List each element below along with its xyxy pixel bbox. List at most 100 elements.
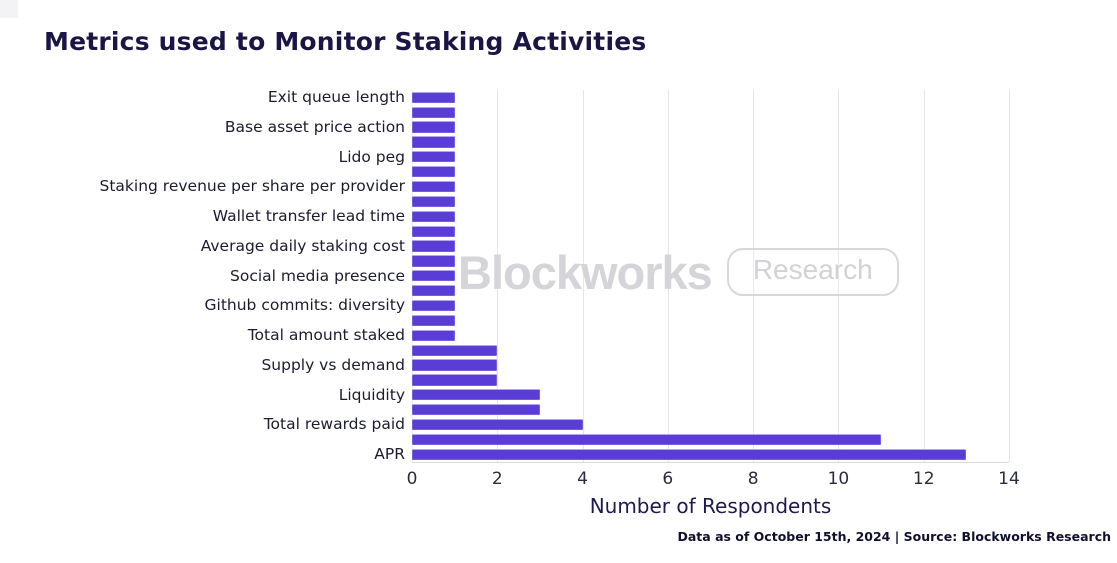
bar-row bbox=[0, 343, 1009, 358]
category-label: Supply vs demand bbox=[261, 355, 405, 374]
bar-row: Staking revenue per share per provider bbox=[0, 179, 1009, 194]
bar bbox=[412, 329, 455, 341]
bar-row bbox=[0, 224, 1009, 239]
bar-track bbox=[412, 120, 1009, 135]
bar-row: Total amount staked bbox=[0, 326, 1009, 344]
bar-row: Liquidity bbox=[0, 387, 1009, 403]
category-label: Base asset price action bbox=[224, 117, 405, 136]
bar bbox=[412, 210, 455, 222]
bar bbox=[412, 404, 540, 416]
bar-track bbox=[412, 313, 1009, 328]
bar bbox=[412, 240, 455, 252]
bar-row bbox=[0, 105, 1009, 120]
bar bbox=[412, 433, 882, 446]
gridline-2 bbox=[497, 90, 499, 462]
bar bbox=[412, 106, 455, 118]
bar-row: Average daily staking cost bbox=[0, 236, 1009, 255]
x-tick-8: 8 bbox=[747, 469, 759, 489]
bar-track bbox=[412, 224, 1009, 239]
bar-row bbox=[0, 283, 1009, 298]
bar-row bbox=[0, 373, 1009, 388]
bar-row bbox=[0, 402, 1009, 417]
bar bbox=[412, 121, 455, 133]
gridline-14 bbox=[1009, 90, 1010, 462]
bar bbox=[412, 389, 540, 401]
x-tick-0: 0 bbox=[406, 469, 418, 489]
bar-track bbox=[412, 194, 1009, 209]
x-tick-6: 6 bbox=[662, 469, 674, 489]
bar bbox=[412, 255, 455, 267]
bar bbox=[412, 418, 583, 431]
bar-row bbox=[0, 313, 1009, 328]
x-tick-labels: 0 2 4 6 8 10 12 14 bbox=[0, 468, 1117, 490]
chart-title: Metrics used to Monitor Staking Activiti… bbox=[44, 27, 647, 56]
bar bbox=[412, 285, 455, 297]
source-note: Data as of October 15th, 2024 | Source: … bbox=[677, 529, 1112, 544]
bar-track bbox=[412, 239, 1009, 254]
bar-row: APR bbox=[0, 445, 1009, 463]
bar-track bbox=[412, 417, 1009, 432]
category-label: Exit queue length bbox=[267, 88, 405, 106]
bar-track bbox=[412, 254, 1009, 269]
bar-track bbox=[412, 283, 1009, 298]
bar bbox=[412, 225, 455, 237]
category-label: Lido peg bbox=[338, 147, 405, 166]
x-tick-2: 2 bbox=[491, 469, 503, 489]
x-tick-10: 10 bbox=[827, 469, 850, 489]
bar bbox=[412, 374, 498, 386]
x-tick-12: 12 bbox=[912, 469, 935, 489]
bar-track bbox=[412, 432, 1009, 447]
bar-track bbox=[412, 447, 1009, 462]
category-label: Total rewards paid bbox=[263, 415, 405, 434]
category-label: APR bbox=[374, 445, 405, 463]
bar bbox=[412, 166, 455, 178]
bar-track bbox=[412, 388, 1009, 403]
corner-artifact bbox=[0, 0, 18, 18]
bar-track bbox=[412, 358, 1009, 373]
bar-row bbox=[0, 432, 1009, 447]
bar-row bbox=[0, 135, 1009, 150]
bar-track bbox=[412, 150, 1009, 165]
bar-track bbox=[412, 90, 1009, 105]
category-label: Average daily staking cost bbox=[200, 236, 405, 255]
category-label: Total amount staked bbox=[247, 326, 405, 344]
bar-track bbox=[412, 179, 1009, 194]
bar-track bbox=[412, 209, 1009, 224]
bar-row: Wallet transfer lead time bbox=[0, 207, 1009, 225]
bar bbox=[412, 359, 498, 371]
bar-row: Exit queue length bbox=[0, 88, 1009, 106]
bar-rows: Exit queue length Base asset price action… bbox=[0, 88, 1009, 463]
x-axis-line bbox=[412, 462, 1009, 463]
gridline-12 bbox=[923, 90, 925, 462]
bar-track bbox=[412, 298, 1009, 313]
bar bbox=[412, 180, 455, 193]
bar-row: Social media presence bbox=[0, 266, 1009, 285]
bar-row bbox=[0, 254, 1009, 269]
bar-row: Supply vs demand bbox=[0, 355, 1009, 374]
bar-row bbox=[0, 194, 1009, 209]
bar-row: Github commits: diversity bbox=[0, 298, 1009, 313]
bar-track bbox=[412, 402, 1009, 417]
bar-track bbox=[412, 373, 1009, 388]
bar bbox=[412, 344, 498, 356]
bar-track bbox=[412, 164, 1009, 179]
bar bbox=[412, 151, 455, 163]
x-tick-14: 14 bbox=[998, 469, 1020, 489]
bar bbox=[412, 299, 455, 312]
category-label: Staking revenue per share per provider bbox=[99, 177, 406, 196]
bar-track bbox=[412, 269, 1009, 284]
bar-track bbox=[412, 135, 1009, 150]
bar-row bbox=[0, 164, 1009, 179]
bar bbox=[412, 314, 455, 327]
bar bbox=[412, 136, 455, 148]
x-tick-4: 4 bbox=[577, 469, 588, 489]
bar-row: Base asset price action bbox=[0, 117, 1009, 136]
gridline-10 bbox=[838, 90, 840, 462]
plot-area: Blockworks Research Exit queue length Bas… bbox=[0, 88, 1117, 563]
bar-row: Total rewards paid bbox=[0, 417, 1009, 432]
category-label: Social media presence bbox=[230, 266, 405, 285]
bar-track bbox=[412, 328, 1009, 343]
category-label: Wallet transfer lead time bbox=[212, 207, 405, 225]
bar bbox=[412, 448, 967, 460]
